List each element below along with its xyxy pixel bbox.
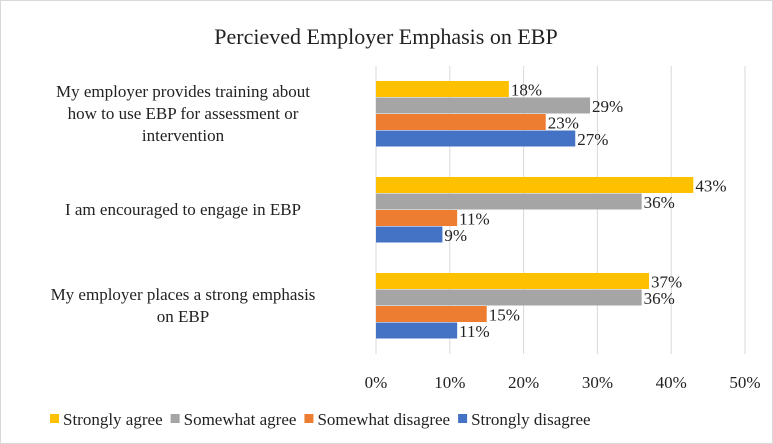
bar — [376, 226, 443, 243]
x-tick-label: 10% — [434, 373, 465, 392]
bar — [376, 193, 642, 210]
bar — [376, 322, 458, 339]
bar — [376, 177, 694, 193]
y-tick-label: I am encouraged to engage in EBP — [64, 200, 302, 219]
value-label: 29% — [592, 97, 623, 116]
value-label: 43% — [695, 176, 726, 195]
legend-swatch — [50, 414, 59, 423]
chart-title: Percieved Employer Emphasis on EBP — [214, 24, 557, 49]
legend-label: Somewhat disagree — [317, 410, 450, 429]
bar — [376, 306, 487, 322]
x-tick-label: 30% — [582, 373, 613, 392]
value-label: 36% — [644, 193, 675, 212]
bar — [376, 289, 642, 306]
x-tick-label: 20% — [508, 373, 539, 392]
value-label: 11% — [459, 209, 490, 228]
legend-label: Strongly agree — [63, 410, 163, 429]
x-tick-label: 0% — [365, 373, 388, 392]
value-label: 23% — [548, 113, 579, 132]
legend-label: Somewhat agree — [184, 410, 297, 429]
bar — [376, 81, 509, 97]
value-label: 11% — [459, 322, 490, 341]
bar — [376, 273, 650, 289]
bar — [376, 210, 458, 226]
x-tick-label: 40% — [656, 373, 687, 392]
legend-swatch — [304, 414, 314, 423]
legend-label: Strongly disagree — [471, 410, 590, 429]
y-tick-label: My employer places a strong emphasis on … — [50, 285, 316, 326]
x-tick-label: 50% — [729, 373, 760, 392]
y-tick-label: My employer provides training about how … — [55, 82, 310, 145]
value-label: 36% — [644, 289, 675, 308]
value-label: 27% — [577, 130, 608, 149]
bar — [376, 97, 591, 114]
legend-swatch — [458, 414, 468, 423]
value-label: 15% — [489, 305, 520, 324]
value-label: 37% — [651, 272, 682, 291]
value-label: 18% — [511, 80, 542, 99]
bar — [376, 114, 546, 130]
bar — [376, 130, 576, 147]
value-label: 9% — [444, 226, 467, 245]
legend-swatch — [170, 414, 180, 423]
